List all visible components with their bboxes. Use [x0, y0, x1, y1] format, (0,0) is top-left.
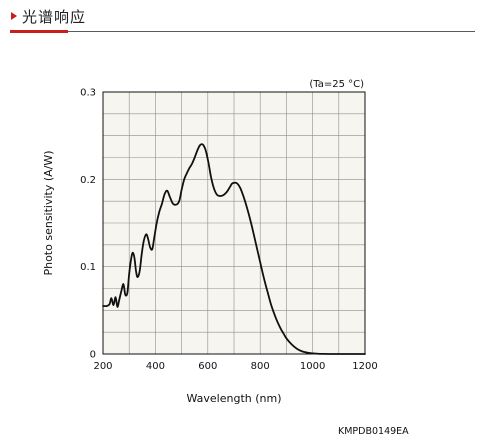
x-axis-title: Wavelength (nm) — [186, 392, 281, 405]
figure-code-label: KMPDB0149EA — [338, 426, 409, 437]
triangle-marker-icon — [11, 12, 17, 20]
y-tick-label: 0.1 — [80, 262, 96, 273]
y-tick-label: 0 — [90, 350, 96, 361]
series-layer — [102, 143, 366, 355]
y-tick-label: 0.3 — [80, 88, 96, 99]
series-line-photo-sensitivity — [102, 143, 366, 355]
x-tick-label: 200 — [93, 361, 112, 372]
temperature-condition-label: (Ta=25 °C) — [309, 79, 364, 90]
plot-frame — [102, 91, 366, 355]
header-divider — [10, 31, 475, 32]
axis-ticks: 200 400 600 800 1000 1200 0 0.1 0.2 0.3 — [80, 88, 378, 373]
x-tick-label: 400 — [146, 361, 165, 372]
x-tick-label: 800 — [251, 361, 270, 372]
section-header: 光谱响应 — [0, 0, 477, 34]
header-divider-accent — [10, 30, 68, 33]
x-tick-label: 600 — [198, 361, 217, 372]
section-title: 光谱响应 — [22, 8, 87, 26]
y-tick-label: 0.2 — [80, 175, 96, 186]
y-axis-title: Photo sensitivity (A/W) — [42, 150, 55, 275]
grid-lines — [103, 92, 365, 354]
x-tick-label: 1000 — [300, 361, 325, 372]
x-tick-label: 1200 — [352, 361, 377, 372]
